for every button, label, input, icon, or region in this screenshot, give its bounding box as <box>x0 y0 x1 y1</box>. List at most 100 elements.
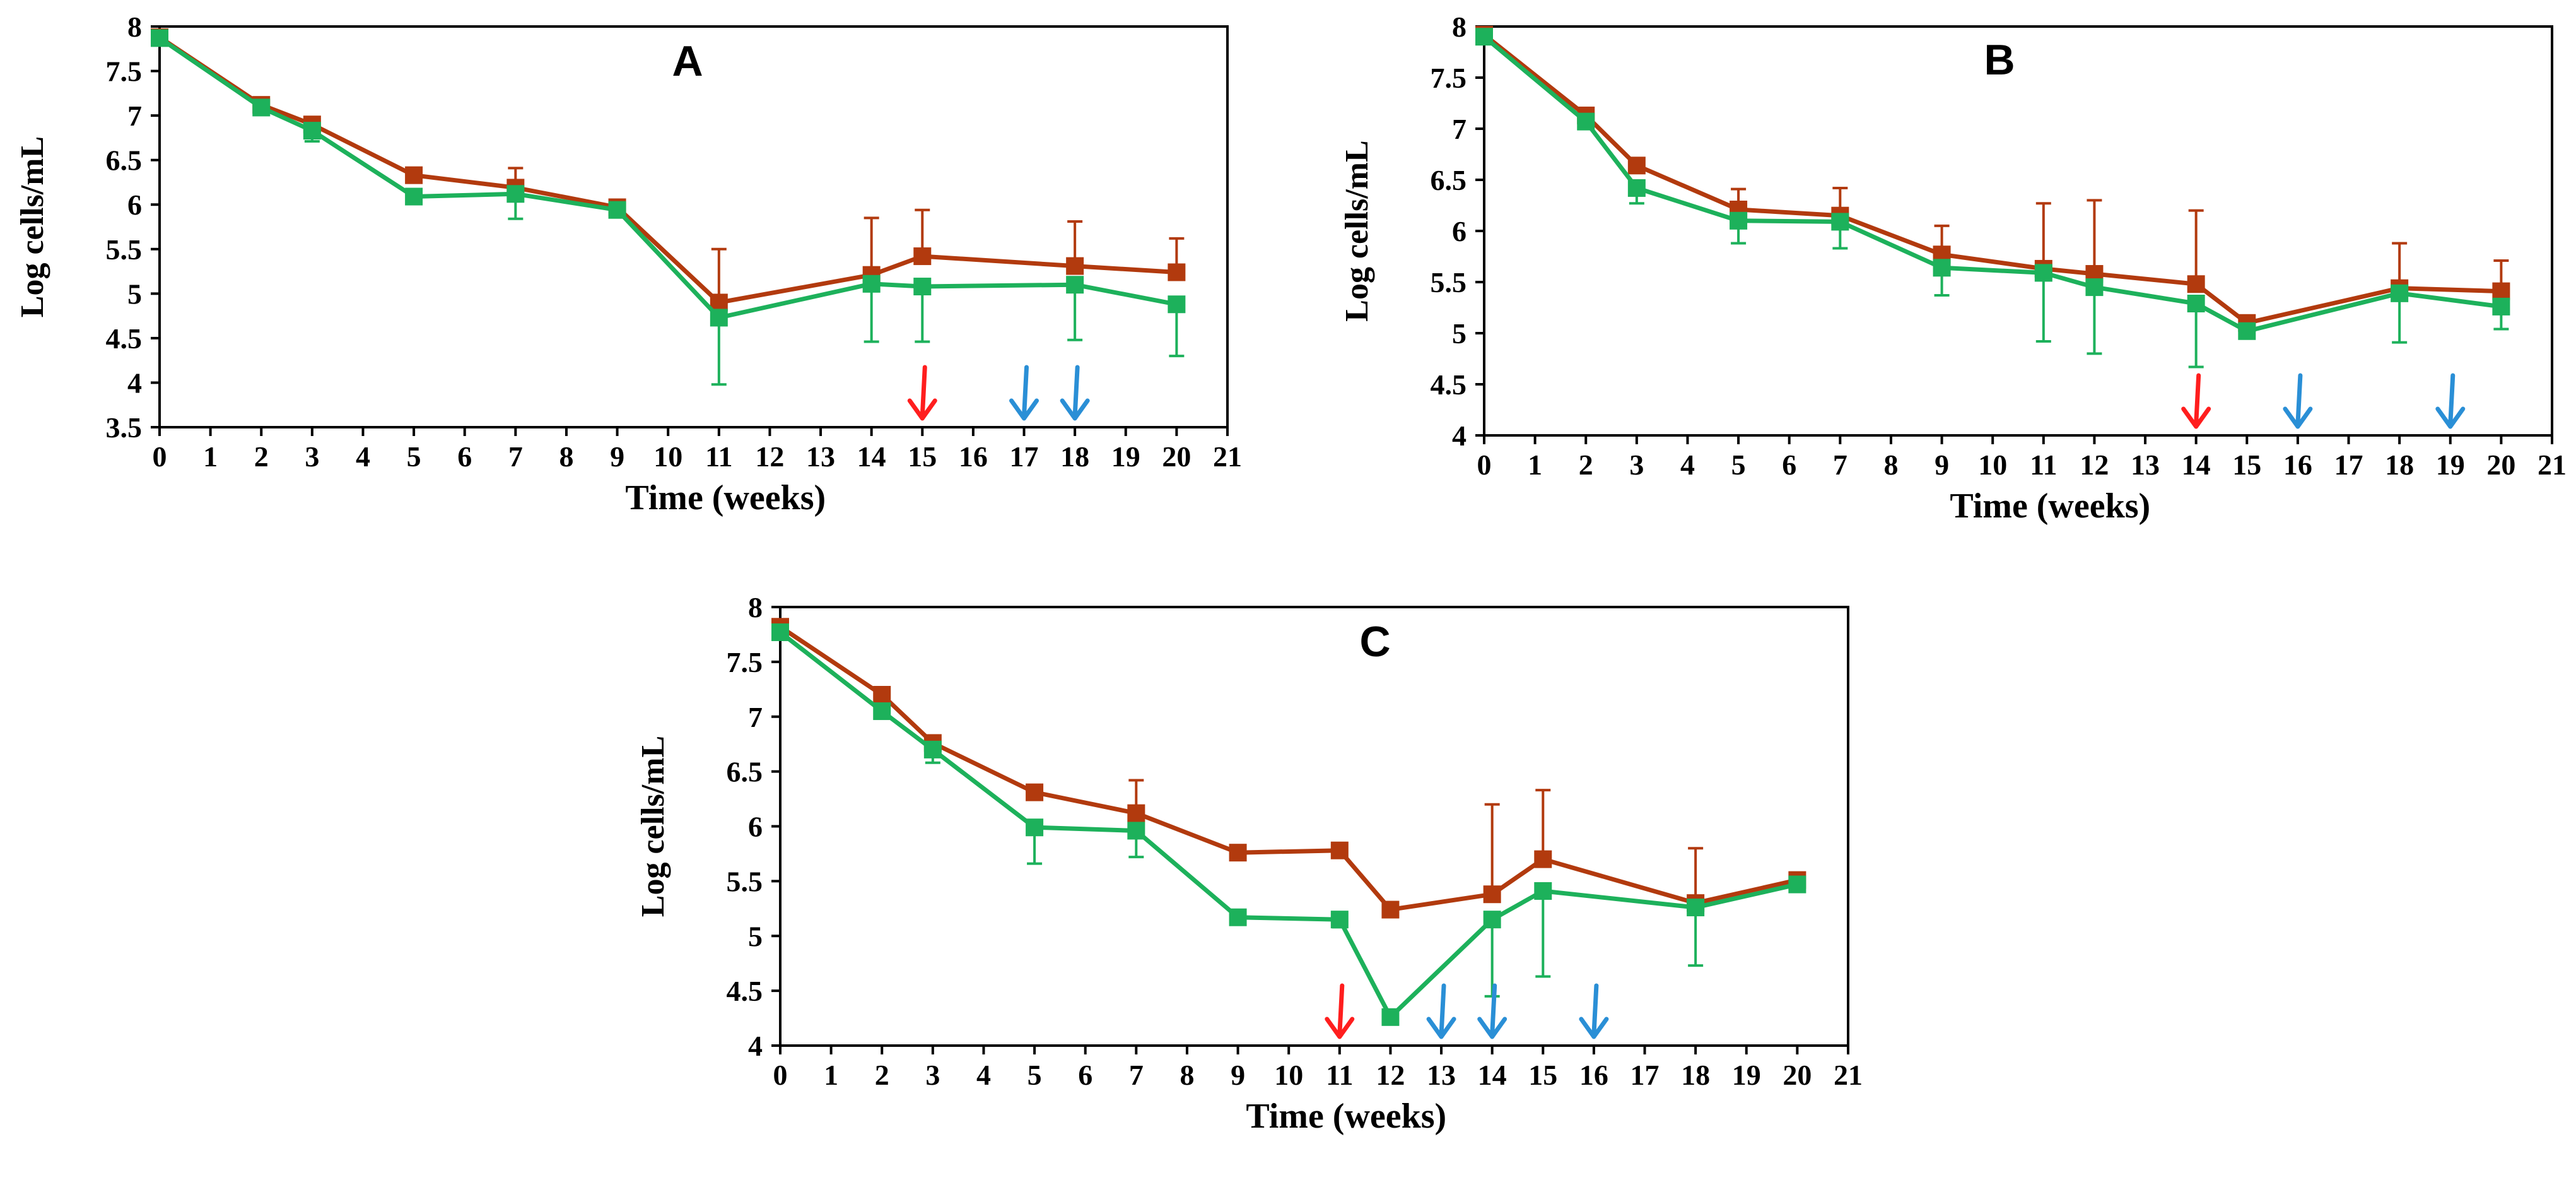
data-point <box>1066 276 1084 294</box>
y-tick-label: 4 <box>127 367 142 399</box>
data-point <box>710 309 728 327</box>
x-tick-label: 5 <box>1027 1059 1042 1091</box>
y-tick-label: 4.5 <box>106 322 143 355</box>
y-tick-label: 6.5 <box>106 145 143 177</box>
annotation-arrow-icon <box>2283 373 2313 429</box>
x-tick-label: 10 <box>1274 1059 1303 1091</box>
x-tick-label: 5 <box>1731 449 1746 481</box>
x-tick-label: 13 <box>806 440 835 473</box>
x-tick-label: 3 <box>925 1059 940 1091</box>
x-tick-label: 6 <box>1782 449 1796 481</box>
annotation-arrow-icon <box>1325 983 1355 1039</box>
chart-panel-c: 0 1 2 3 4 5 6 7 8 9 10 11 12 13 14 15 16 17 18 19 20 2144.555… <box>635 591 1863 1136</box>
data-point <box>2034 264 2052 282</box>
x-tick-label: 18 <box>2385 449 2414 481</box>
data-point <box>1687 899 1705 917</box>
x-tick-label: 0 <box>1477 449 1492 481</box>
arrow-shaft <box>1591 983 1599 1037</box>
x-tick-label: 16 <box>959 440 988 473</box>
data-point <box>873 686 891 704</box>
data-point <box>1627 179 1646 197</box>
data-point <box>405 166 423 184</box>
x-tick-label: 2 <box>1579 449 1593 481</box>
arrow-shaft <box>1022 365 1029 418</box>
series-2 <box>151 29 1186 386</box>
y-tick-label: 6 <box>1452 215 1467 247</box>
x-tick-label: 17 <box>2334 449 2363 481</box>
x-tick-label: 11 <box>1326 1059 1353 1091</box>
annotation-arrow-icon <box>1009 365 1039 421</box>
x-tick-label: 2 <box>254 440 269 473</box>
x-tick-label: 20 <box>2486 449 2515 481</box>
y-tick-label: 6.5 <box>1431 164 1467 196</box>
x-tick-label: 19 <box>2436 449 2465 481</box>
x-tick-label: 13 <box>2131 449 2160 481</box>
data-point <box>913 247 932 266</box>
arrow-head <box>1060 398 1090 421</box>
x-tick-label: 9 <box>1935 449 1949 481</box>
y-tick-label: 5 <box>748 920 763 952</box>
data-point <box>923 740 942 758</box>
data-point <box>873 702 891 721</box>
x-tick-label: 19 <box>1732 1059 1761 1091</box>
annotation-arrow-icon <box>907 365 937 421</box>
x-tick-label: 21 <box>1834 1059 1863 1091</box>
x-tick-label: 3 <box>1629 449 1644 481</box>
data-point <box>1330 911 1349 929</box>
data-point <box>2238 322 2256 340</box>
x-tick-label: 7 <box>508 440 523 473</box>
data-point <box>1483 885 1501 904</box>
arrow-shaft <box>1072 365 1080 418</box>
x-tick-label: 18 <box>1681 1059 1710 1091</box>
y-tick-label: 3.5 <box>106 411 143 444</box>
data-point <box>252 98 271 117</box>
data-point <box>1475 28 1493 46</box>
x-tick-label: 4 <box>1680 449 1695 481</box>
y-tick-label: 5.5 <box>1431 266 1467 298</box>
data-point <box>1381 900 1400 919</box>
x-tick-label: 1 <box>203 440 218 473</box>
arrow-head <box>1579 1017 1609 1039</box>
y-axis-title: Log cells/mL <box>1339 140 1375 321</box>
arrow-shaft <box>1439 983 1446 1037</box>
data-point <box>2187 275 2205 293</box>
x-tick-label: 0 <box>773 1059 788 1091</box>
panel-label: A <box>672 37 703 85</box>
panel-label: C <box>1359 618 1390 666</box>
annotation-arrow-icon <box>1060 365 1090 421</box>
data-point <box>405 187 423 206</box>
annotation-arrow-icon <box>1579 983 1609 1039</box>
x-tick-label: 10 <box>1978 449 2007 481</box>
data-point <box>2085 278 2104 297</box>
data-point <box>1229 844 1247 862</box>
x-tick-label: 18 <box>1060 440 1089 473</box>
data-point <box>506 185 525 203</box>
x-tick-label: 1 <box>824 1059 838 1091</box>
x-tick-label: 15 <box>2232 449 2261 481</box>
arrow-head <box>907 398 937 421</box>
data-point <box>1381 1008 1400 1026</box>
y-axis-title: Log cells/mL <box>635 736 671 917</box>
x-tick-label: 15 <box>1528 1059 1557 1091</box>
x-tick-label: 6 <box>457 440 472 473</box>
arrow-shaft <box>2448 373 2456 427</box>
series-2 <box>771 623 1806 1026</box>
y-tick-label: 8 <box>748 591 763 623</box>
y-tick-label: 7.5 <box>106 56 143 88</box>
x-tick-label: 9 <box>610 440 624 473</box>
data-point <box>771 623 789 641</box>
y-tick-label: 4.5 <box>727 975 763 1007</box>
arrow-shaft <box>1490 983 1497 1037</box>
arrow-shaft <box>1337 983 1345 1037</box>
data-point <box>1330 841 1349 859</box>
data-point <box>1577 112 1595 131</box>
y-tick-label: 5.5 <box>727 865 763 897</box>
plot-frame <box>158 25 1229 428</box>
chart-panel-a: 0 1 2 3 4 5 6 7 8 9 10 11 12 13 14 15 16 17 18 19 20 213.544.… <box>15 11 1242 517</box>
arrow-shaft <box>2194 373 2201 427</box>
data-point <box>913 278 932 296</box>
data-point <box>1026 783 1044 801</box>
x-tick-label: 21 <box>1213 440 1242 473</box>
panel-label: B <box>1984 36 2015 84</box>
y-axis-title: Log cells/mL <box>15 136 50 317</box>
